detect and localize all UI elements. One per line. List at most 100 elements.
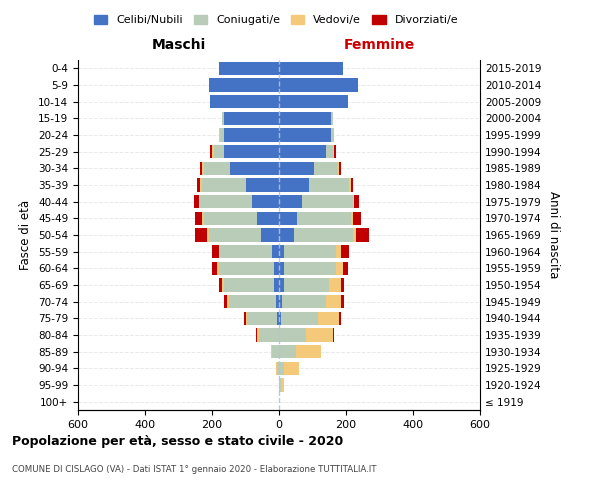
Bar — [245, 312, 247, 325]
Bar — [218, 245, 220, 258]
Bar — [212, 145, 214, 158]
Bar — [355, 195, 359, 208]
Bar — [281, 312, 317, 325]
Bar — [202, 212, 203, 225]
Text: Popolazione per età, sesso e stato civile - 2020: Popolazione per età, sesso e stato civil… — [12, 435, 343, 448]
Bar — [203, 212, 257, 225]
Bar — [277, 362, 279, 375]
Bar — [340, 162, 341, 175]
Bar — [219, 262, 274, 275]
Bar — [332, 328, 334, 342]
Bar — [212, 245, 218, 258]
Bar — [271, 345, 272, 358]
Text: COMUNE DI CISLAGO (VA) - Dati ISTAT 1° gennaio 2020 - Elaborazione TUTTITALIA.IT: COMUNE DI CISLAGO (VA) - Dati ISTAT 1° g… — [12, 465, 377, 474]
Bar — [194, 195, 199, 208]
Bar — [336, 262, 343, 275]
Bar — [329, 278, 341, 291]
Bar — [279, 162, 314, 175]
Bar — [279, 378, 281, 392]
Bar — [245, 178, 279, 192]
Bar — [257, 328, 259, 342]
Bar — [199, 195, 200, 208]
Bar — [220, 245, 272, 258]
Bar — [284, 278, 329, 291]
Bar — [279, 195, 302, 208]
Bar — [279, 345, 296, 358]
Bar — [272, 345, 279, 358]
Bar — [224, 295, 227, 308]
Bar — [317, 312, 340, 325]
Bar — [224, 112, 279, 125]
Bar — [279, 178, 309, 192]
Bar — [296, 345, 321, 358]
Bar — [217, 262, 218, 275]
Bar — [279, 312, 281, 325]
Bar — [351, 212, 353, 225]
Bar — [306, 328, 332, 342]
Text: Maschi: Maschi — [151, 38, 206, 52]
Bar — [209, 78, 279, 92]
Bar — [336, 245, 341, 258]
Bar — [341, 278, 344, 291]
Bar — [298, 212, 351, 225]
Bar — [326, 145, 332, 158]
Bar — [247, 312, 277, 325]
Bar — [244, 312, 245, 325]
Bar — [284, 245, 336, 258]
Bar — [281, 378, 284, 392]
Bar — [279, 112, 331, 125]
Bar — [279, 245, 284, 258]
Bar — [279, 95, 347, 108]
Bar — [309, 178, 349, 192]
Bar — [279, 295, 283, 308]
Text: Femmine: Femmine — [344, 38, 415, 52]
Bar — [279, 78, 358, 92]
Bar — [257, 212, 279, 225]
Bar — [214, 145, 224, 158]
Bar — [202, 162, 203, 175]
Bar — [256, 328, 257, 342]
Bar — [314, 162, 338, 175]
Bar — [218, 62, 279, 75]
Bar — [341, 245, 349, 258]
Bar — [200, 195, 252, 208]
Bar — [356, 228, 370, 241]
Bar — [331, 128, 334, 141]
Bar — [274, 262, 279, 275]
Bar — [279, 278, 284, 291]
Bar — [207, 228, 209, 241]
Bar — [279, 145, 326, 158]
Bar — [211, 95, 279, 108]
Bar — [353, 228, 356, 241]
Bar — [279, 262, 284, 275]
Bar — [332, 145, 334, 158]
Bar — [209, 228, 260, 241]
Bar — [197, 178, 200, 192]
Bar — [274, 278, 279, 291]
Bar — [349, 178, 351, 192]
Bar — [211, 145, 212, 158]
Bar — [279, 328, 306, 342]
Bar — [272, 245, 279, 258]
Bar — [334, 145, 336, 158]
Bar — [283, 295, 326, 308]
Bar — [195, 212, 202, 225]
Bar — [229, 295, 275, 308]
Bar — [224, 278, 274, 291]
Bar — [284, 362, 299, 375]
Bar — [218, 128, 220, 141]
Bar — [284, 262, 336, 275]
Bar — [302, 195, 353, 208]
Bar — [351, 178, 353, 192]
Bar — [222, 112, 224, 125]
Bar — [331, 112, 332, 125]
Bar — [343, 262, 347, 275]
Bar — [275, 295, 279, 308]
Bar — [341, 295, 344, 308]
Legend: Celibi/Nubili, Coniugati/e, Vedovi/e, Divorziati/e: Celibi/Nubili, Coniugati/e, Vedovi/e, Di… — [89, 10, 463, 30]
Bar — [224, 145, 279, 158]
Bar — [200, 162, 202, 175]
Bar — [195, 228, 207, 241]
Bar — [338, 162, 340, 175]
Bar — [230, 162, 279, 175]
